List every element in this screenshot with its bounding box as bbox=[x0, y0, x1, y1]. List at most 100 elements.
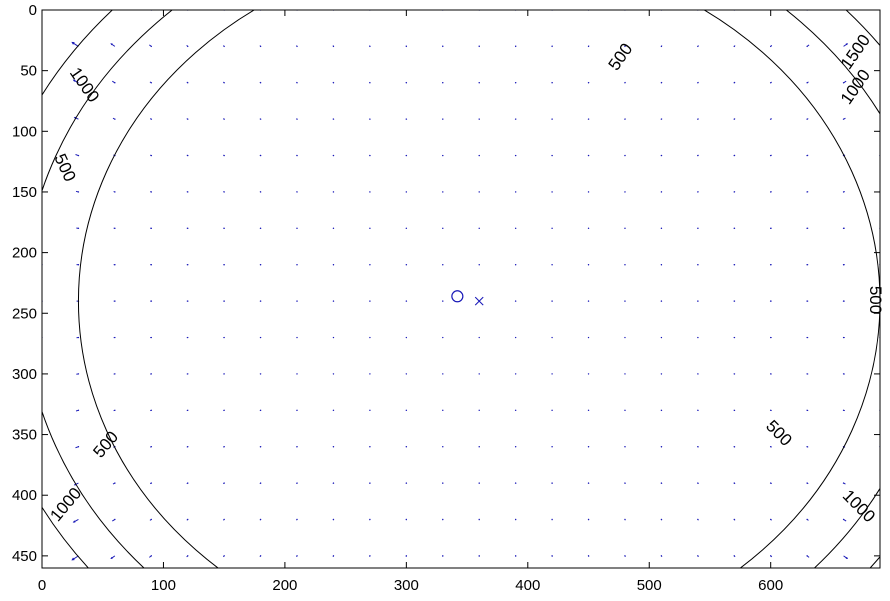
quiver-dot bbox=[551, 373, 553, 375]
quiver-dot bbox=[259, 118, 262, 120]
quiver-dot bbox=[478, 336, 480, 339]
quiver-dot bbox=[587, 264, 590, 266]
quiver-dot bbox=[296, 336, 298, 339]
quiver-dot bbox=[150, 227, 153, 230]
quiver-dot bbox=[587, 154, 590, 157]
quiver-dot bbox=[442, 191, 444, 193]
x-tick-label: 300 bbox=[394, 577, 419, 594]
quiver-dot bbox=[77, 373, 80, 375]
quiver-arrow-head bbox=[34, 521, 37, 523]
quiver-dot bbox=[332, 300, 335, 302]
quiver-dot bbox=[187, 227, 189, 230]
quiver-dot bbox=[478, 227, 480, 230]
quiver-dot bbox=[405, 373, 408, 375]
quiver-dot bbox=[806, 154, 808, 157]
quiver-dot bbox=[442, 482, 444, 484]
quiver-dot bbox=[187, 300, 189, 302]
quiver-arrow-head bbox=[38, 374, 39, 375]
quiver-dot bbox=[187, 45, 189, 48]
quiver-dot bbox=[587, 118, 590, 120]
quiver-dot bbox=[769, 45, 772, 48]
quiver-dot bbox=[587, 373, 590, 375]
quiver-dot bbox=[733, 445, 735, 448]
quiver-dot bbox=[842, 264, 845, 266]
quiver-dot bbox=[405, 555, 408, 557]
quiver-dot bbox=[733, 227, 735, 230]
quiver-arrow-head bbox=[847, 6, 849, 8]
quiver-dot bbox=[296, 518, 298, 521]
quiver-dot bbox=[332, 336, 335, 339]
quiver-dot bbox=[442, 555, 444, 557]
quiver-dot bbox=[624, 409, 626, 412]
quiver-dot bbox=[806, 227, 808, 230]
quiver-dot bbox=[551, 555, 553, 557]
quiver-dot bbox=[769, 373, 772, 375]
quiver-dot bbox=[587, 336, 590, 339]
quiver-dot bbox=[660, 555, 663, 557]
quiver-dot bbox=[150, 445, 153, 448]
quiver-dot bbox=[551, 300, 553, 302]
y-tick-label: 350 bbox=[12, 427, 37, 444]
plot-background bbox=[42, 10, 880, 568]
quiver-dot bbox=[514, 409, 517, 412]
quiver-dot bbox=[587, 482, 590, 484]
quiver-dot bbox=[806, 555, 808, 557]
quiver-dot bbox=[296, 154, 298, 157]
quiver-dot bbox=[187, 482, 189, 484]
quiver-dot bbox=[405, 445, 408, 448]
quiver-dot bbox=[114, 264, 116, 266]
quiver-dot bbox=[187, 336, 189, 339]
quiver-dot bbox=[697, 518, 699, 521]
quiver-dot bbox=[223, 82, 225, 84]
quiver-dot bbox=[369, 518, 371, 521]
quiver-dot bbox=[187, 264, 189, 266]
quiver-dot bbox=[259, 191, 262, 193]
quiver-arrow bbox=[77, 10, 79, 11]
quiver-dot bbox=[551, 191, 553, 193]
quiver-dot bbox=[223, 45, 225, 48]
quiver-arrow bbox=[42, 373, 43, 375]
quiver-dot bbox=[369, 409, 371, 412]
quiver-dot bbox=[478, 154, 480, 157]
quiver-arrow bbox=[42, 483, 43, 484]
quiver-dot bbox=[697, 45, 699, 48]
markers bbox=[451, 290, 484, 306]
quiver-dot bbox=[187, 555, 189, 557]
quiver-dot bbox=[624, 555, 626, 557]
quiver-dot bbox=[405, 191, 408, 193]
y-tick-label: 50 bbox=[20, 63, 37, 80]
y-tick-label: 200 bbox=[12, 245, 37, 262]
quiver-dot bbox=[806, 82, 808, 84]
quiver-dot bbox=[259, 445, 262, 448]
quiver-dot bbox=[624, 154, 626, 157]
quiver-arrow-head bbox=[71, 41, 75, 45]
quiver-dot bbox=[259, 555, 262, 557]
quiver-dot bbox=[114, 300, 116, 302]
quiver-dot bbox=[514, 518, 517, 521]
quiver-dot bbox=[150, 264, 153, 266]
quiver-dot bbox=[842, 373, 845, 375]
quiver-dot bbox=[442, 409, 444, 412]
quiver-dot bbox=[587, 409, 590, 412]
quiver-arrow-head bbox=[72, 520, 76, 523]
quiver-dot bbox=[296, 482, 298, 484]
quiver-arrow bbox=[879, 483, 880, 484]
quiver-dot bbox=[551, 482, 553, 484]
quiver-dot bbox=[442, 82, 444, 84]
quiver-dot bbox=[587, 227, 590, 230]
quiver-dot bbox=[405, 409, 408, 412]
quiver-dot bbox=[697, 154, 699, 157]
x-axis: 0 100 200 300 400 500 600 bbox=[38, 10, 783, 594]
quiver-dot bbox=[624, 482, 626, 484]
quiver-arrow-head bbox=[110, 43, 113, 46]
quiver-dot bbox=[806, 482, 808, 484]
quiver-arrow bbox=[879, 118, 880, 120]
quiver-dot bbox=[551, 336, 553, 339]
quiver-dot bbox=[733, 264, 735, 266]
quiver-dot bbox=[660, 373, 663, 375]
quiver-dot bbox=[369, 154, 371, 157]
quiver-dot bbox=[478, 409, 480, 412]
quiver-dot bbox=[405, 45, 408, 48]
quiver-dot bbox=[77, 154, 80, 157]
